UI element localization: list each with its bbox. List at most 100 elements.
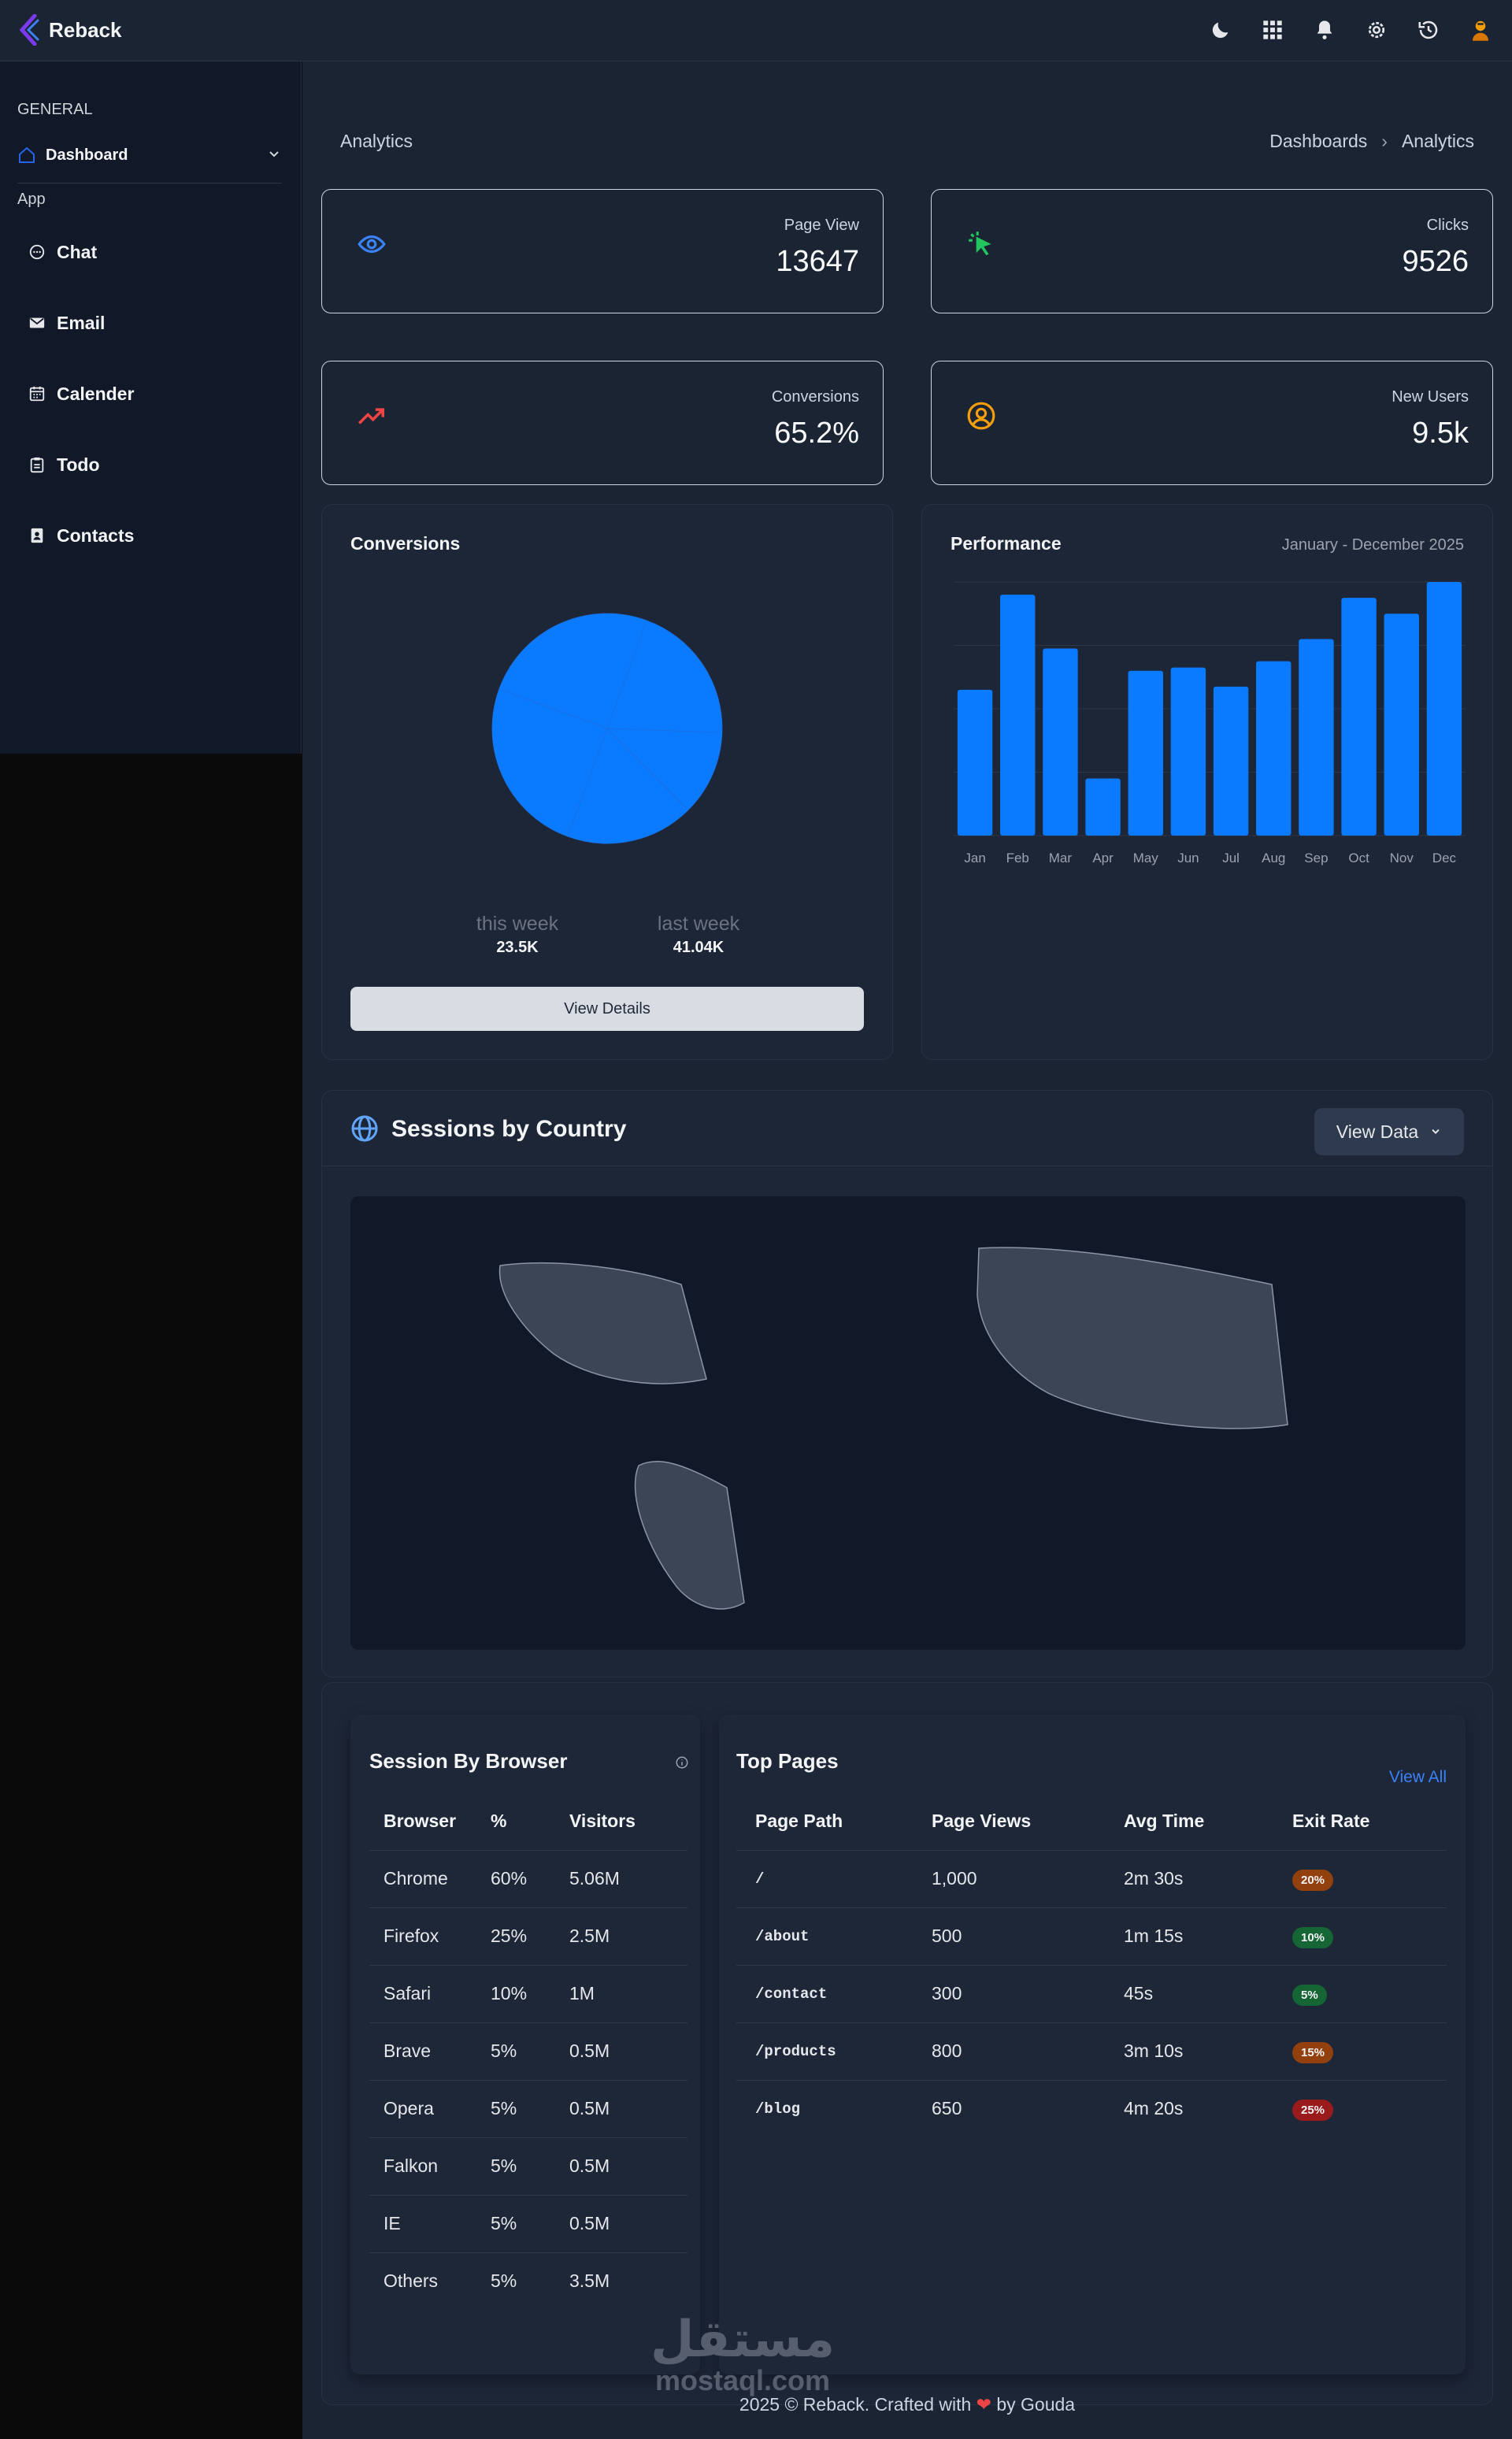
table-row: IE 5% 0.5M: [369, 2194, 687, 2252]
map-region-eurasia[interactable]: [976, 1247, 1288, 1429]
page-path-cell[interactable]: /blog: [736, 2079, 932, 2137]
card-title: Top Pages: [736, 1749, 839, 1773]
page-views-cell: 650: [932, 2079, 1124, 2137]
bar[interactable]: [1170, 667, 1206, 836]
this-week-value: 23.5K: [496, 939, 539, 956]
column-header: Avg Time: [1124, 1811, 1205, 1832]
view-all-link[interactable]: View All: [1388, 1768, 1447, 1786]
browser-cell: Firefox: [369, 1907, 491, 1965]
page-views-cell: 800: [932, 2022, 1124, 2080]
map-region-south-america[interactable]: [634, 1461, 745, 1610]
clipboard-icon: [30, 457, 44, 473]
browser-cell: Chrome: [369, 1849, 491, 1907]
bar[interactable]: [957, 689, 993, 836]
pie-slice[interactable]: [606, 728, 723, 811]
column-header: Page Views: [932, 1811, 1032, 1832]
stat-label: Page View: [784, 217, 859, 234]
history-icon[interactable]: [1413, 14, 1444, 46]
map-region-north-america[interactable]: [498, 1262, 707, 1384]
page-path-cell[interactable]: /contact: [736, 1964, 932, 2022]
view-data-dropdown[interactable]: View Data: [1314, 1108, 1464, 1155]
user-avatar[interactable]: [1465, 14, 1496, 46]
column-header: %: [491, 1811, 507, 1832]
bar[interactable]: [1085, 778, 1121, 836]
sidebar-item-todo[interactable]: Todo: [28, 449, 100, 480]
browser-cell: Opera: [369, 2079, 491, 2137]
x-tick-label: Dec: [1432, 851, 1457, 866]
performance-bar-chart: Jan Feb Mar Apr May Jun Jul Aug Sep Oct Nov Dec: [954, 581, 1466, 866]
breadcrumb-current: Analytics: [1401, 131, 1474, 151]
stat-card-page-view: Page View 13647: [321, 189, 884, 313]
avg-time-cell: 2m 30s: [1124, 1849, 1292, 1907]
page-title: Analytics: [340, 131, 413, 151]
world-map[interactable]: [350, 1196, 1466, 1650]
sidebar-item-label: Calender: [57, 383, 135, 404]
sidebar: GENERAL Dashboard App Chat Email Calende…: [0, 61, 302, 754]
bar[interactable]: [1128, 670, 1163, 836]
avg-time-cell: 3m 10s: [1124, 2022, 1292, 2080]
table-row: Opera 5% 0.5M: [369, 2079, 687, 2137]
pie-slice[interactable]: [491, 688, 608, 837]
exit-rate-badge: 5%: [1292, 1984, 1327, 2006]
page-path-cell[interactable]: /: [736, 1849, 932, 1907]
contacts-icon: [31, 528, 43, 543]
page-views-cell: 300: [932, 1964, 1124, 2022]
browser-cell: Falkon: [369, 2137, 491, 2195]
pie-slice[interactable]: [606, 620, 723, 733]
page-path-cell[interactable]: /about: [736, 1907, 932, 1965]
bar[interactable]: [1213, 686, 1249, 836]
cursor-click-icon: [969, 232, 991, 256]
sidebar-item-contacts[interactable]: Contacts: [28, 520, 134, 551]
page-views-cell: 1,000: [932, 1849, 1124, 1907]
sidebar-section-general: GENERAL: [17, 101, 93, 118]
pie-slice[interactable]: [498, 613, 647, 729]
sidebar-item-email[interactable]: Email: [28, 307, 105, 339]
page-path-cell[interactable]: /products: [736, 2022, 932, 2080]
table-row: Brave 5% 0.5M: [369, 2022, 687, 2080]
bar[interactable]: [1043, 648, 1078, 836]
table-row: Firefox 25% 2.5M: [369, 1907, 687, 1965]
gear-icon[interactable]: [1361, 14, 1392, 46]
bar[interactable]: [1426, 582, 1462, 836]
breadcrumb-link[interactable]: Dashboards: [1269, 131, 1368, 151]
grid-icon[interactable]: [1257, 14, 1288, 46]
watermark-latin: mostaql.com: [655, 2364, 831, 2396]
sessions-by-country-card: Sessions by Country View Data: [321, 1090, 1493, 1677]
moon-icon[interactable]: [1205, 14, 1236, 46]
bar[interactable]: [1000, 595, 1036, 836]
x-tick-label: Jul: [1222, 851, 1240, 866]
visitors-cell: 2.5M: [569, 1907, 687, 1965]
main-content: Analytics Dashboards › Analytics Page Vi…: [302, 61, 1512, 2439]
bar[interactable]: [1299, 639, 1334, 836]
view-details-button[interactable]: View Details: [350, 987, 864, 1031]
table-row: /products 800 3m 10s 15%: [736, 2022, 1447, 2080]
bar[interactable]: [1384, 613, 1419, 836]
bar[interactable]: [1256, 661, 1292, 836]
stat-value: 9526: [1402, 245, 1469, 278]
watermark: مستقل mostaql.com: [650, 2314, 835, 2397]
sidebar-item-label: Todo: [57, 454, 100, 475]
sidebar-item-dashboard[interactable]: Dashboard: [17, 140, 282, 170]
x-tick-label: Sep: [1304, 851, 1328, 866]
brand[interactable]: Reback: [17, 14, 122, 46]
exit-rate-badge: 10%: [1292, 1926, 1334, 1948]
top-pages-card: Top Pages View All Page Path Page Views …: [719, 1714, 1466, 2374]
bell-icon[interactable]: [1309, 14, 1340, 46]
footer-text: 2025 © Reback. Crafted with: [739, 2394, 972, 2415]
chat-icon: [29, 244, 45, 260]
card-title: Sessions by Country: [391, 1116, 627, 1142]
x-tick-label: Oct: [1348, 851, 1369, 866]
stat-card-new-users: New Users 9.5k: [931, 361, 1493, 485]
eye-icon: [358, 235, 386, 254]
visitors-cell: 1M: [569, 1964, 687, 2022]
sidebar-item-calender[interactable]: Calender: [28, 378, 134, 410]
percent-cell: 5%: [491, 2194, 569, 2252]
sidebar-item-chat[interactable]: Chat: [28, 236, 97, 268]
percent-cell: 10%: [491, 1964, 569, 2022]
bar[interactable]: [1341, 598, 1377, 836]
footer-author: by Gouda: [996, 2394, 1076, 2415]
pie-slice[interactable]: [567, 728, 689, 844]
browser-cell: Safari: [369, 1964, 491, 2022]
info-icon[interactable]: [675, 1755, 689, 1770]
visitors-cell: 0.5M: [569, 2137, 687, 2195]
